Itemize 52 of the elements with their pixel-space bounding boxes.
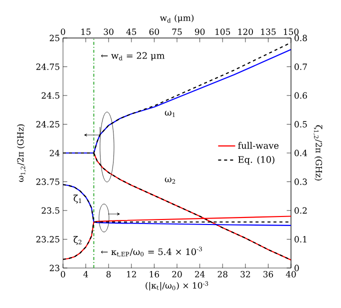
x-tick-label: 8	[106, 271, 111, 278]
x2-tick-label: 15	[81, 28, 91, 35]
x-tick-label: 40	[286, 271, 296, 278]
y2-tick-label: 0.5	[294, 121, 307, 128]
x2-tick-label: 45	[126, 28, 136, 35]
y2-tick-label: 0.1	[294, 236, 306, 242]
y2-tick-label: 0.3	[294, 178, 307, 185]
y-tick-label: 24.75	[36, 64, 60, 70]
annotation: ω$_{2}$	[164, 178, 176, 184]
annotation: ← w$_{d}$ = 22 μm	[101, 52, 165, 61]
x2-tick-label: 60	[149, 28, 160, 35]
annotation: ω$_{1}$	[164, 110, 175, 117]
y-tick-label: 24.25	[36, 121, 60, 128]
y2-tick-label: 0.7	[294, 64, 307, 70]
x-tick-label: 36	[263, 271, 274, 278]
x-tick-label: 28	[218, 271, 228, 278]
x-tick-label: 12	[127, 271, 136, 278]
y-tick-label: 23	[50, 264, 60, 272]
x2-tick-label: 90	[194, 28, 205, 35]
x-tick-label: 32	[240, 271, 250, 278]
y2-tick-label: 0.2	[294, 207, 307, 214]
x-tick-label: 24	[194, 271, 205, 278]
y-tick-label: 24	[50, 150, 60, 156]
y-tick-label: 23.25	[36, 236, 60, 242]
annotation: ζ$_{1}$	[74, 194, 82, 204]
y-tick-label: 23.5	[42, 207, 60, 214]
x-tick-label: 16	[150, 271, 160, 278]
annotation: ← κ$_{t,EP}$/ω$_{0}$ = 5.4 × 10$^{-3}$	[101, 246, 202, 258]
x-tick-label: 0	[60, 271, 66, 278]
x2-axis-title: w$_{d}$ (μm)	[160, 14, 194, 23]
x2-tick-label: 120	[238, 28, 253, 35]
y-axis-title: ω$_{1,2}$/2π (GHz)	[17, 124, 26, 182]
x2-tick-label: 105	[216, 28, 230, 35]
y2-tick-label: 0	[294, 264, 299, 272]
x2-tick-label: 150	[284, 28, 299, 35]
x2-tick-label: 75	[172, 28, 182, 35]
y2-tick-label: 0.6	[294, 92, 307, 99]
x-axis-title: (|κ$_{t}$|/ω$_{0}$) × 10$^{-3}$	[146, 281, 208, 290]
x2-tick-label: 30	[104, 28, 114, 35]
x2-tick-label: 0	[60, 28, 66, 35]
y2-tick-label: 0.4	[294, 150, 308, 156]
annotation: ζ$_{2}$	[74, 236, 82, 245]
legend-label: full-wave	[238, 142, 279, 149]
y-tick-label: 25	[50, 34, 60, 42]
x2-tick-label: 135	[261, 28, 276, 35]
legend-label: Eq. (10)	[238, 156, 274, 165]
y-tick-label: 24.5	[42, 92, 60, 99]
y-tick-label: 23.75	[36, 178, 60, 185]
x-tick-label: 4	[83, 271, 88, 278]
x-tick-label: 20	[172, 271, 182, 278]
y2-axis-title: ζ$_{1,2}$/2π (GHz)	[313, 125, 322, 180]
y2-tick-label: 0.8	[294, 34, 307, 42]
